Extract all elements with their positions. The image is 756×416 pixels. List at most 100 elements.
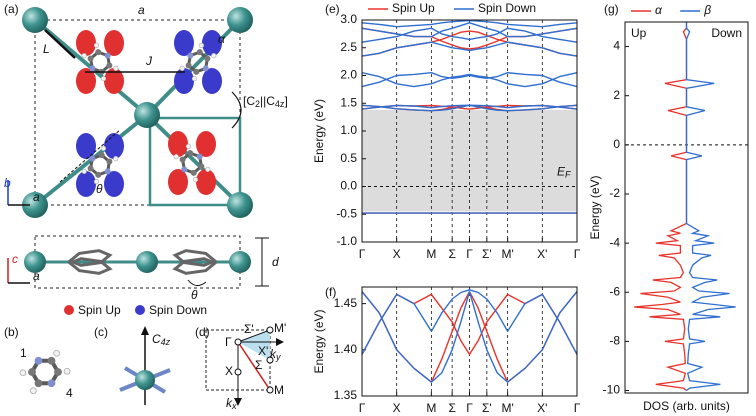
k-point-label: X' xyxy=(258,344,268,358)
y-axis-label: Energy (eV) xyxy=(588,175,602,239)
panel-label: (a) xyxy=(4,2,19,16)
y-tick-label: 4 xyxy=(613,39,620,53)
x-tick-label: X' xyxy=(537,247,547,261)
plot-frame xyxy=(361,286,578,397)
axis-label: ky xyxy=(270,347,281,362)
band-line xyxy=(361,104,578,110)
exchange-label: J xyxy=(145,54,153,68)
x-tick-label: Γ xyxy=(359,401,366,415)
x-tick-label: Γ xyxy=(359,247,366,261)
legend-label: Spin Down xyxy=(149,303,207,317)
band-line xyxy=(361,41,578,57)
angle-label: θ xyxy=(191,288,198,302)
symmetry-label: [C2||C4z] xyxy=(243,94,288,109)
y-tick-label: 1.5 xyxy=(340,95,357,109)
x-tick-label: X xyxy=(393,247,401,261)
axis-label: b xyxy=(4,176,11,190)
band-line xyxy=(361,22,578,38)
y-tick-label: 1.35 xyxy=(334,388,358,402)
y-tick-label: -6 xyxy=(609,284,620,298)
site-label: 4 xyxy=(66,386,73,400)
axis-label: a xyxy=(33,190,40,204)
lattice-label: a xyxy=(138,3,145,17)
text: E xyxy=(557,165,566,179)
text: k xyxy=(226,396,233,410)
y-tick-label: -8 xyxy=(609,334,620,348)
distance-label: d xyxy=(272,255,279,269)
panel-label: (c) xyxy=(94,325,108,339)
legend-label: β xyxy=(703,3,711,17)
text: ||C xyxy=(260,94,275,108)
axis-label: C4z xyxy=(152,332,171,347)
panel-label: (e) xyxy=(325,2,340,16)
dos-curve xyxy=(634,22,688,392)
text: [C xyxy=(243,94,255,108)
text: k xyxy=(270,347,277,361)
x-tick-label: Σ xyxy=(448,247,455,261)
k-point-label: M xyxy=(274,383,284,397)
subscript: 4z xyxy=(161,337,171,347)
plot-frame xyxy=(624,21,749,394)
band-line xyxy=(361,27,578,43)
legend-label: Spin Up xyxy=(78,303,121,317)
text: C xyxy=(152,332,161,346)
y-axis-label: Energy (eV) xyxy=(312,99,326,163)
y-tick-label: 2.0 xyxy=(340,68,357,82)
axis-label: c xyxy=(12,252,18,266)
band-line xyxy=(361,72,578,88)
y-tick-label: 0 xyxy=(613,137,620,151)
plot-frame xyxy=(361,19,578,243)
structure-top-view xyxy=(22,7,253,218)
structure-side-view xyxy=(24,235,269,289)
legend-marker xyxy=(135,305,145,315)
k-point-label: Γ xyxy=(225,335,232,349)
x-tick-label: X xyxy=(393,401,401,415)
y-tick-label: -2 xyxy=(609,186,620,200)
angle-label: α xyxy=(218,32,226,46)
subscript: 4z xyxy=(275,99,285,109)
x-tick-label: Σ' xyxy=(482,401,492,415)
subscript: y xyxy=(275,352,281,362)
y-tick-label: -0.5 xyxy=(336,206,357,220)
panel-label: (f) xyxy=(325,285,336,299)
y-tick-label: -4 xyxy=(609,235,620,249)
site-label: 1 xyxy=(20,346,27,360)
k-point-label: X xyxy=(225,364,233,378)
x-tick-label: Γ xyxy=(574,401,581,415)
k-point-label: Σ' xyxy=(244,322,254,336)
y-tick-label: -10 xyxy=(603,383,621,397)
y-tick-label: 0.0 xyxy=(340,179,357,193)
panel-label: (b) xyxy=(4,325,19,339)
k-point-label: M' xyxy=(274,321,286,335)
axis-label: a xyxy=(33,269,40,283)
bond-label: L xyxy=(43,42,50,56)
band-line xyxy=(361,289,578,355)
y-axis-label: Energy (eV) xyxy=(312,309,326,373)
band-line xyxy=(361,290,578,383)
subscript: 2 xyxy=(255,99,260,109)
x-tick-label: M' xyxy=(501,247,513,261)
subscript: F xyxy=(565,170,571,180)
x-tick-label: Γ xyxy=(574,247,581,261)
dos-curve xyxy=(685,22,736,392)
x-tick-label: M xyxy=(426,401,436,415)
text: ] xyxy=(284,94,287,108)
x-tick-label: M' xyxy=(501,401,513,415)
y-tick-label: 1.0 xyxy=(340,123,357,137)
molecule-axis xyxy=(119,326,171,405)
subscript: x xyxy=(231,401,237,411)
angle-label: θ xyxy=(96,182,103,196)
annotation: Up xyxy=(631,26,647,40)
legend-label: Spin Down xyxy=(478,1,536,15)
panel-label: (d) xyxy=(195,325,210,339)
x-tick-label: M xyxy=(426,247,436,261)
k-point-label: Σ xyxy=(255,358,262,372)
axes-icon xyxy=(7,180,30,284)
band-line xyxy=(361,72,578,88)
legend-label: α xyxy=(655,3,663,17)
y-tick-label: 3.0 xyxy=(340,12,357,26)
y-tick-label: 1.45 xyxy=(334,296,358,310)
y-tick-label: 2 xyxy=(613,88,620,102)
y-tick-label: 1.40 xyxy=(334,342,358,356)
